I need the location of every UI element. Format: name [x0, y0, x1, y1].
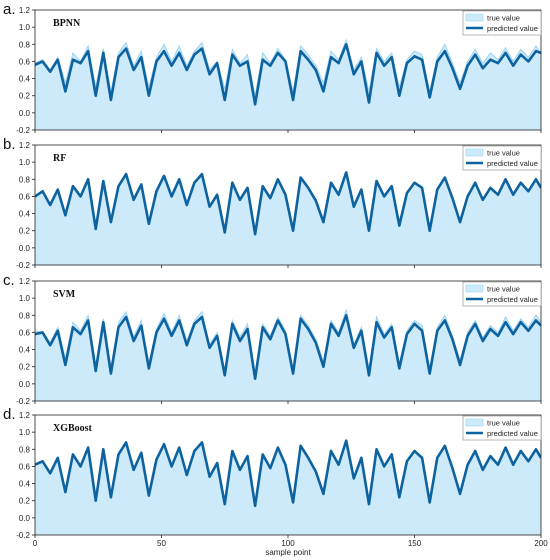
- y-tick-label: 1.0: [19, 158, 31, 167]
- legend-label-true: true value: [487, 149, 520, 158]
- x-tick-label: 50: [157, 539, 166, 548]
- true-value-area: [35, 310, 541, 401]
- y-tick-label: 0.2: [19, 227, 31, 236]
- panel-letter: c.: [3, 272, 15, 289]
- panel-letter: b.: [3, 136, 16, 153]
- legend-label-predicted: predicted value: [487, 24, 538, 33]
- model-title: SVM: [53, 289, 76, 300]
- legend-label-predicted: predicted value: [487, 159, 538, 168]
- true-value-area: [35, 440, 541, 535]
- chart-panel: -0.2 0.0 0.2 0.4 0.6 0.8 1.0 1.2a. BPNN true valu…: [3, 1, 542, 135]
- y-tick-label: -0.2: [16, 531, 30, 540]
- y-tick-label: 0.6: [19, 462, 31, 471]
- legend-swatch-true: [465, 418, 484, 427]
- y-tick-label: 0.4: [19, 75, 31, 84]
- legend-label-predicted: predicted value: [487, 295, 538, 304]
- y-tick-label: 0.6: [19, 328, 31, 337]
- plot-area: [35, 170, 541, 265]
- y-tick-label: 0.0: [19, 514, 31, 523]
- legend-swatch-true: [465, 148, 484, 157]
- y-tick-label: 1.0: [19, 428, 31, 437]
- y-tick-label: 0.2: [19, 92, 31, 101]
- y-tick-label: 0.8: [19, 40, 31, 49]
- y-tick-label: -0.2: [16, 261, 30, 270]
- true-value-area: [35, 40, 541, 130]
- y-tick-label: 0.2: [19, 497, 31, 506]
- predicted-value-line: [35, 439, 541, 508]
- chart-panel: -0.2 0.0 0.2 0.4 0.6 0.8 1.0 1.2 0 50 100 150 200 sam…: [3, 406, 548, 557]
- y-tick-label: 1.2: [19, 6, 31, 15]
- y-tick-label: 0.8: [19, 445, 31, 454]
- plot-area: [35, 308, 541, 401]
- predicted-value-line: [35, 42, 541, 106]
- y-tick-label: -0.2: [16, 397, 30, 406]
- y-tick-label: 0.6: [19, 57, 31, 66]
- legend-swatch-true: [465, 284, 484, 293]
- y-tick-label: 0.2: [19, 363, 31, 372]
- x-tick-label: 100: [281, 539, 295, 548]
- y-tick-label: 0.4: [19, 480, 31, 489]
- y-tick-label: 0.6: [19, 192, 31, 201]
- y-tick-label: 0.8: [19, 175, 31, 184]
- x-tick-label: 200: [534, 539, 548, 548]
- y-tick-label: 0.0: [19, 109, 31, 118]
- plot-area: [35, 439, 541, 535]
- plot-area: [35, 38, 541, 130]
- x-tick-label: 150: [408, 539, 422, 548]
- x-axis-title: sample point: [265, 548, 311, 557]
- y-tick-label: 1.0: [19, 294, 31, 303]
- y-tick-label: 0.8: [19, 311, 31, 320]
- y-tick-label: 0.0: [19, 380, 31, 389]
- y-tick-label: 0.4: [19, 346, 31, 355]
- y-tick-label: 1.0: [19, 23, 31, 32]
- chart-panel: -0.2 0.0 0.2 0.4 0.6 0.8 1.0 1.2b. RF true valuep…: [3, 136, 542, 270]
- predicted-value-line: [35, 313, 541, 381]
- y-tick-label: -0.2: [16, 126, 30, 135]
- model-title: XGBoost: [53, 423, 93, 434]
- y-tick-label: 0.4: [19, 210, 31, 219]
- y-tick-label: 1.2: [19, 411, 31, 420]
- y-tick-label: 1.2: [19, 277, 31, 286]
- model-title: RF: [53, 153, 66, 164]
- chart-panel: -0.2 0.0 0.2 0.4 0.6 0.8 1.0 1.2 c. SVM true value…: [3, 272, 542, 406]
- x-tick-label: 0: [33, 539, 38, 548]
- true-value-area: [35, 172, 541, 265]
- model-title: BPNN: [53, 18, 81, 29]
- panel-letter: d.: [3, 406, 16, 423]
- legend-label-predicted: predicted value: [487, 429, 538, 438]
- legend-label-true: true value: [487, 14, 520, 23]
- y-tick-label: 1.2: [19, 141, 31, 150]
- legend-label-true: true value: [487, 285, 520, 294]
- legend-label-true: true value: [487, 419, 520, 428]
- y-tick-label: 0.0: [19, 244, 31, 253]
- predicted-value-line: [35, 171, 541, 236]
- legend-swatch-true: [465, 13, 484, 22]
- panel-letter: a.: [3, 1, 16, 18]
